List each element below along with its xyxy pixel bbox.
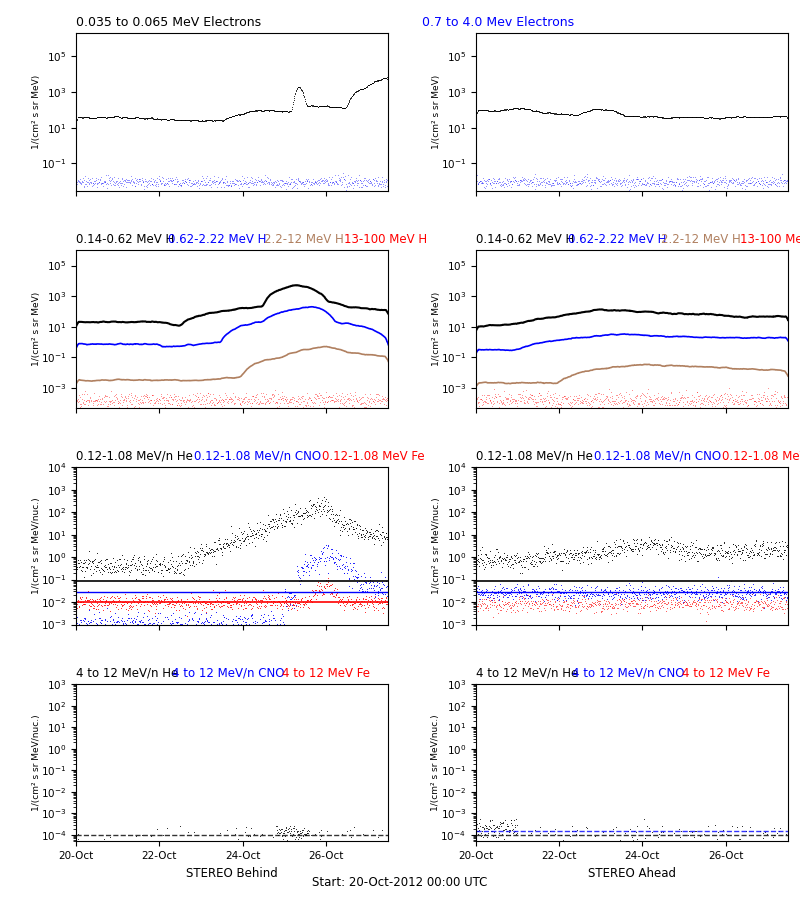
Text: 0.12-1.08 MeV/n CNO: 0.12-1.08 MeV/n CNO [594,450,722,463]
Text: 4 to 12 MeV Fe: 4 to 12 MeV Fe [682,667,770,680]
Text: 0.7 to 4.0 Mev Electrons: 0.7 to 4.0 Mev Electrons [422,16,574,29]
Text: 0.12-1.08 MeV/n He: 0.12-1.08 MeV/n He [76,450,193,463]
X-axis label: STEREO Ahead: STEREO Ahead [588,867,676,880]
Y-axis label: 1/(cm² s sr MeV/nuc.): 1/(cm² s sr MeV/nuc.) [32,715,41,811]
Text: 4 to 12 MeV/n CNO: 4 to 12 MeV/n CNO [572,667,684,680]
Text: 0.12-1.08 MeV/n CNO: 0.12-1.08 MeV/n CNO [194,450,322,463]
Text: 2.2-12 MeV H: 2.2-12 MeV H [662,233,741,246]
Text: 0.62-2.22 MeV H: 0.62-2.22 MeV H [168,233,266,246]
Text: 4 to 12 MeV/n CNO: 4 to 12 MeV/n CNO [172,667,285,680]
Text: 13-100 MeV H: 13-100 MeV H [344,233,427,246]
Y-axis label: 1/(cm² s sr MeV): 1/(cm² s sr MeV) [32,292,41,366]
Text: 13-100 MeV H: 13-100 MeV H [740,233,800,246]
Text: 4 to 12 MeV Fe: 4 to 12 MeV Fe [282,667,370,680]
Y-axis label: 1/(cm² s sr MeV): 1/(cm² s sr MeV) [432,75,441,149]
Y-axis label: 1/(cm² s sr MeV): 1/(cm² s sr MeV) [32,75,41,149]
Text: 0.12-1.08 MeV/n He: 0.12-1.08 MeV/n He [476,450,593,463]
Text: 0.12-1.08 MeV Fe: 0.12-1.08 MeV Fe [322,450,425,463]
Text: 0.12-1.08 MeV Fe: 0.12-1.08 MeV Fe [722,450,800,463]
Text: 4 to 12 MeV/n He: 4 to 12 MeV/n He [76,667,178,680]
Text: 0.14-0.62 MeV H: 0.14-0.62 MeV H [476,233,574,246]
X-axis label: STEREO Behind: STEREO Behind [186,867,278,880]
Text: 4 to 12 MeV/n He: 4 to 12 MeV/n He [476,667,578,680]
Text: Start: 20-Oct-2012 00:00 UTC: Start: 20-Oct-2012 00:00 UTC [312,877,488,889]
Text: 0.035 to 0.065 MeV Electrons: 0.035 to 0.065 MeV Electrons [76,16,261,29]
Y-axis label: 1/(cm² s sr MeV): 1/(cm² s sr MeV) [431,292,441,366]
Y-axis label: 1/(cm² s sr MeV/nuc.): 1/(cm² s sr MeV/nuc.) [32,498,41,594]
Y-axis label: 1/(cm² s sr MeV/nuc.): 1/(cm² s sr MeV/nuc.) [431,498,441,594]
Y-axis label: 1/(cm² s sr MeV/nuc.): 1/(cm² s sr MeV/nuc.) [431,715,441,811]
Text: 2.2-12 MeV H: 2.2-12 MeV H [264,233,344,246]
Text: 0.62-2.22 MeV H: 0.62-2.22 MeV H [568,233,666,246]
Text: 0.14-0.62 MeV H: 0.14-0.62 MeV H [76,233,174,246]
